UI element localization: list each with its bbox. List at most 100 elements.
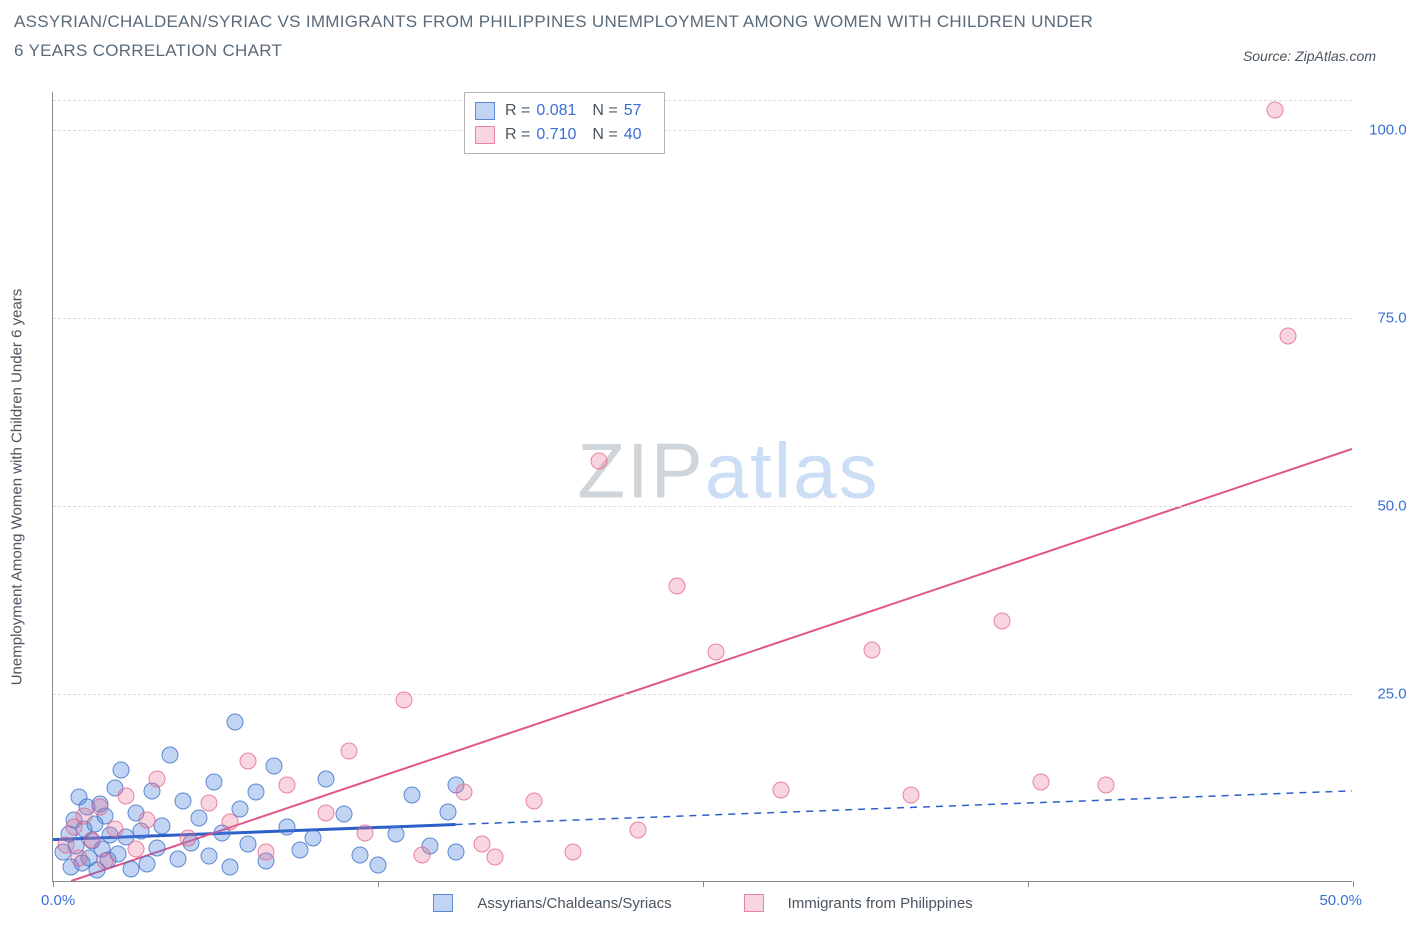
data-point: [455, 784, 472, 801]
data-point: [169, 851, 186, 868]
data-point: [221, 814, 238, 831]
data-point: [351, 847, 368, 864]
stat-value-r: 0.081: [536, 102, 586, 120]
data-point: [123, 860, 140, 877]
x-tick-mark: [1028, 881, 1029, 887]
watermark: ZIPatlas: [577, 425, 879, 516]
legend-swatch: [744, 894, 764, 912]
data-point: [630, 821, 647, 838]
chart-title: ASSYRIAN/CHALDEAN/SYRIAC VS IMMIGRANTS F…: [14, 8, 1094, 66]
data-point: [128, 841, 145, 858]
chart-area: Unemployment Among Women with Children U…: [52, 92, 1352, 882]
data-point: [341, 742, 358, 759]
data-point: [396, 691, 413, 708]
data-point: [526, 793, 543, 810]
y-axis-label: Unemployment Among Women with Children U…: [9, 288, 26, 685]
data-point: [138, 812, 155, 829]
data-point: [487, 848, 504, 865]
data-point: [994, 612, 1011, 629]
data-point: [71, 849, 88, 866]
y-tick-label: 75.0%: [1377, 309, 1406, 326]
data-point: [1033, 773, 1050, 790]
data-point: [201, 794, 218, 811]
data-point: [669, 578, 686, 595]
x-tick-mark: [378, 881, 379, 887]
stat-value-r: 0.710: [536, 126, 586, 144]
data-point: [1267, 101, 1284, 118]
gridline: [53, 130, 1352, 131]
data-point: [370, 857, 387, 874]
legend-row: R = 0.081 N = 57: [475, 99, 652, 123]
legend-label: Assyrians/Chaldeans/Syriacs: [477, 895, 671, 912]
data-point: [414, 846, 431, 863]
data-point: [388, 825, 405, 842]
data-point: [279, 777, 296, 794]
data-point: [76, 808, 93, 825]
legend-swatch: [475, 102, 495, 120]
data-point: [162, 747, 179, 764]
source-attribution: Source: ZipAtlas.com: [1243, 48, 1376, 64]
legend-label: Immigrants from Philippines: [788, 895, 973, 912]
y-tick-label: 50.0%: [1377, 497, 1406, 514]
data-point: [227, 713, 244, 730]
data-point: [201, 848, 218, 865]
data-point: [403, 787, 420, 804]
stat-value-n: 57: [624, 102, 652, 120]
data-point: [221, 859, 238, 876]
data-point: [357, 824, 374, 841]
data-point: [107, 821, 124, 838]
data-point: [773, 781, 790, 798]
y-tick-label: 100.0%: [1369, 121, 1406, 138]
data-point: [154, 818, 171, 835]
data-point: [180, 830, 197, 847]
gridline: [53, 100, 1352, 101]
plot-region: Unemployment Among Women with Children U…: [52, 92, 1352, 882]
data-point: [565, 843, 582, 860]
gridline: [53, 318, 1352, 319]
legend-row: R = 0.710 N = 40: [475, 123, 652, 147]
data-point: [1098, 777, 1115, 794]
legend-item: Assyrians/Chaldeans/Syriacs: [415, 895, 689, 912]
data-point: [247, 784, 264, 801]
data-point: [903, 787, 920, 804]
stat-value-n: 40: [624, 126, 652, 144]
data-point: [292, 842, 309, 859]
stat-label-r: R =: [505, 126, 530, 144]
x-tick-mark: [1353, 881, 1354, 887]
x-tick-mark: [703, 881, 704, 887]
data-point: [708, 644, 725, 661]
data-point: [190, 809, 207, 826]
data-point: [258, 844, 275, 861]
data-point: [240, 836, 257, 853]
data-point: [112, 761, 129, 778]
gridline: [53, 694, 1352, 695]
data-point: [336, 806, 353, 823]
legend-swatch: [475, 126, 495, 144]
x-tick-mark: [53, 881, 54, 887]
data-point: [149, 770, 166, 787]
data-point: [318, 770, 335, 787]
legend-item: Immigrants from Philippines: [726, 895, 991, 912]
y-tick-label: 25.0%: [1377, 685, 1406, 702]
stat-label-n: N =: [592, 126, 617, 144]
data-point: [149, 839, 166, 856]
data-point: [305, 830, 322, 847]
data-point: [240, 753, 257, 770]
stat-label-r: R =: [505, 102, 530, 120]
data-point: [591, 453, 608, 470]
correlation-stats-legend: R = 0.081 N = 57 R = 0.710 N = 40: [464, 92, 665, 154]
data-point: [864, 642, 881, 659]
series-legend: Assyrians/Chaldeans/Syriacs Immigrants fr…: [0, 894, 1406, 912]
data-point: [266, 757, 283, 774]
data-point: [175, 793, 192, 810]
legend-swatch: [433, 894, 453, 912]
data-point: [440, 803, 457, 820]
data-point: [117, 787, 134, 804]
data-point: [279, 818, 296, 835]
data-point: [318, 804, 335, 821]
stat-label-n: N =: [592, 102, 617, 120]
gridline: [53, 506, 1352, 507]
data-point: [84, 832, 101, 849]
data-point: [1280, 327, 1297, 344]
data-point: [138, 856, 155, 873]
